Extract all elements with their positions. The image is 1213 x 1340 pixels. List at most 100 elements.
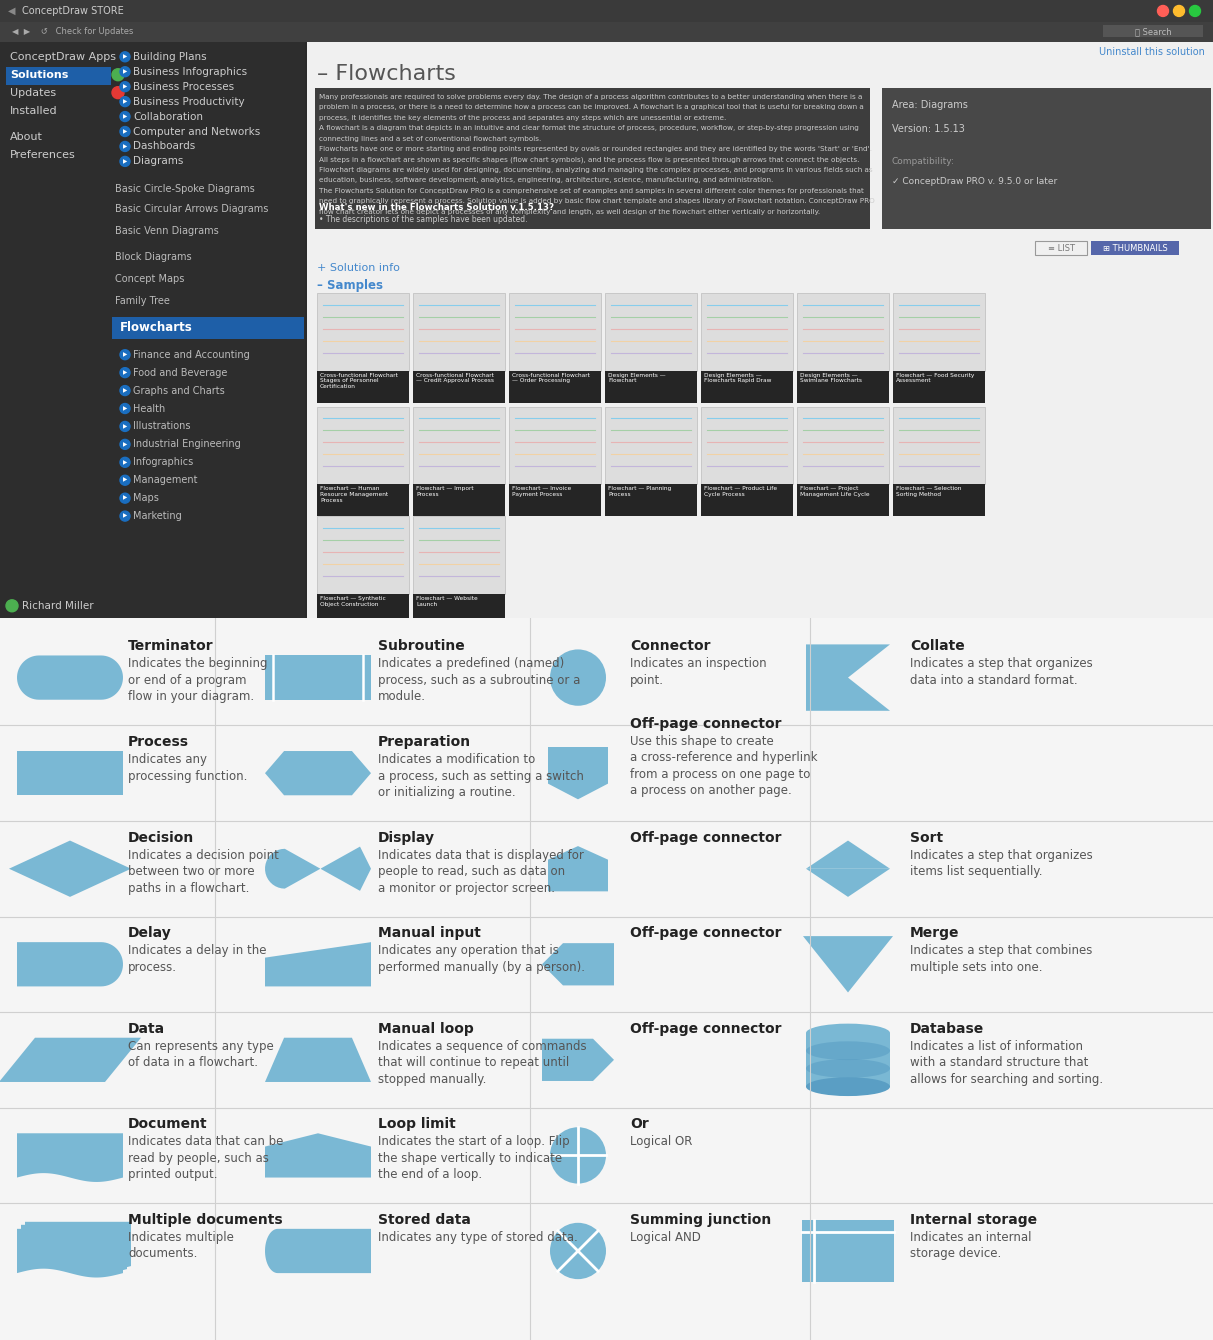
- Text: About: About: [10, 133, 42, 142]
- Circle shape: [120, 96, 130, 107]
- Circle shape: [120, 82, 130, 91]
- Text: Indicates multiple
documents.: Indicates multiple documents.: [129, 1231, 234, 1261]
- Text: ▶: ▶: [123, 143, 127, 149]
- FancyBboxPatch shape: [701, 371, 793, 402]
- Polygon shape: [805, 645, 890, 710]
- Ellipse shape: [805, 1059, 890, 1077]
- Text: Use this shape to create
a cross-reference and hyperlink
from a process on one p: Use this shape to create a cross-referen…: [630, 734, 818, 797]
- Circle shape: [120, 476, 130, 485]
- Circle shape: [120, 111, 130, 122]
- Text: problem in a process, or there is a need to determine how a process can be impro: problem in a process, or there is a need…: [319, 105, 864, 110]
- Text: Updates: Updates: [10, 87, 56, 98]
- Ellipse shape: [805, 1041, 890, 1060]
- Polygon shape: [803, 937, 893, 993]
- Text: Graphs and Charts: Graphs and Charts: [133, 386, 224, 395]
- Polygon shape: [25, 1222, 131, 1270]
- Text: Cross-functional Flowchart
— Order Processing: Cross-functional Flowchart — Order Proce…: [512, 373, 590, 383]
- FancyBboxPatch shape: [605, 371, 697, 402]
- FancyBboxPatch shape: [605, 293, 697, 371]
- FancyBboxPatch shape: [1090, 241, 1179, 255]
- FancyBboxPatch shape: [509, 293, 600, 371]
- Text: Collate: Collate: [910, 639, 964, 654]
- Text: Indicates any operation that is
performed manually (by a person).: Indicates any operation that is performe…: [378, 945, 585, 974]
- Text: Indicates a step that combines
multiple sets into one.: Indicates a step that combines multiple …: [910, 945, 1093, 974]
- Text: Off-page connector: Off-page connector: [630, 831, 781, 844]
- Text: Connector: Connector: [630, 639, 711, 654]
- Text: Concept Maps: Concept Maps: [115, 273, 184, 284]
- Text: Business Productivity: Business Productivity: [133, 96, 245, 107]
- Text: Installed: Installed: [10, 106, 58, 115]
- FancyBboxPatch shape: [882, 87, 1211, 229]
- Polygon shape: [805, 840, 890, 868]
- Text: Can represents any type
of data in a flowchart.: Can represents any type of data in a flo…: [129, 1040, 274, 1069]
- FancyBboxPatch shape: [412, 516, 505, 594]
- FancyBboxPatch shape: [605, 484, 697, 516]
- Text: Indicates a modification to
a process, such as setting a switch
or initializing : Indicates a modification to a process, s…: [378, 753, 583, 799]
- Text: Industrial Engineering: Industrial Engineering: [133, 440, 240, 449]
- Text: Maps: Maps: [133, 493, 159, 504]
- Text: Cross-functional Flowchart
Stages of Personnel
Certification: Cross-functional Flowchart Stages of Per…: [320, 373, 398, 389]
- FancyBboxPatch shape: [112, 316, 304, 339]
- Polygon shape: [264, 1037, 371, 1081]
- FancyBboxPatch shape: [412, 484, 505, 516]
- Text: Logical OR: Logical OR: [630, 1135, 693, 1148]
- Text: Basic Circle-Spoke Diagrams: Basic Circle-Spoke Diagrams: [115, 185, 255, 194]
- FancyBboxPatch shape: [797, 406, 889, 484]
- Text: Flowchart — Human
Resource Management
Process: Flowchart — Human Resource Management Pr…: [320, 486, 388, 502]
- Text: Flowchart diagrams are widely used for designing, documenting, analyzing and man: Flowchart diagrams are widely used for d…: [319, 168, 872, 173]
- Text: Sort: Sort: [910, 831, 944, 844]
- Text: Flowchart — Import
Process: Flowchart — Import Process: [416, 486, 473, 497]
- Text: Terminator: Terminator: [129, 639, 213, 654]
- Text: ✓ ConceptDraw PRO v. 9.5.0 or later: ✓ ConceptDraw PRO v. 9.5.0 or later: [892, 177, 1058, 186]
- Text: ◀: ◀: [8, 5, 16, 16]
- Polygon shape: [264, 1229, 371, 1273]
- Text: ▶: ▶: [123, 423, 127, 429]
- Circle shape: [120, 403, 130, 414]
- Polygon shape: [17, 655, 123, 699]
- Text: Indicates the start of a loop. Flip
the shape vertically to indicate
the end of : Indicates the start of a loop. Flip the …: [378, 1135, 570, 1182]
- FancyBboxPatch shape: [509, 406, 600, 484]
- Polygon shape: [8, 840, 131, 896]
- Text: Business Infographics: Business Infographics: [133, 67, 247, 76]
- Text: Design Elements —
Swimlane Flowcharts: Design Elements — Swimlane Flowcharts: [801, 373, 862, 383]
- FancyBboxPatch shape: [797, 484, 889, 516]
- FancyBboxPatch shape: [701, 293, 793, 371]
- Text: Computer and Networks: Computer and Networks: [133, 126, 261, 137]
- Text: Solutions: Solutions: [10, 70, 68, 79]
- Text: Dashboards: Dashboards: [133, 142, 195, 151]
- Text: need to graphically represent a process. Solution value is added by basic flow c: need to graphically represent a process.…: [319, 198, 875, 204]
- Text: Area: Diagrams: Area: Diagrams: [892, 99, 968, 110]
- Circle shape: [549, 650, 606, 706]
- Text: ▶: ▶: [123, 55, 127, 59]
- Circle shape: [120, 493, 130, 502]
- Text: Design Elements —
Flowcharts Rapid Draw: Design Elements — Flowcharts Rapid Draw: [704, 373, 771, 383]
- Text: ▶: ▶: [123, 370, 127, 375]
- Text: ConceptDraw STORE: ConceptDraw STORE: [22, 5, 124, 16]
- Text: Indicates a predefined (named)
process, such as a subroutine or a
module.: Indicates a predefined (named) process, …: [378, 658, 580, 704]
- Text: Collaboration: Collaboration: [133, 111, 203, 122]
- Text: A flowchart is a diagram that depicts in an intuitive and clear format the struc: A flowchart is a diagram that depicts in…: [319, 125, 859, 131]
- Text: Flowchart — Product Life
Cycle Process: Flowchart — Product Life Cycle Process: [704, 486, 778, 497]
- Text: Or: Or: [630, 1118, 649, 1131]
- Text: Family Tree: Family Tree: [115, 296, 170, 306]
- Circle shape: [112, 87, 124, 99]
- Text: flow chart creator lets one depict a processes of any complexity and length, as : flow chart creator lets one depict a pro…: [319, 209, 820, 214]
- Text: Off-page connector: Off-page connector: [630, 926, 781, 941]
- Circle shape: [120, 422, 130, 431]
- Text: Flowchart — Website
Launch: Flowchart — Website Launch: [416, 596, 478, 607]
- FancyBboxPatch shape: [605, 406, 697, 484]
- Polygon shape: [266, 847, 371, 891]
- FancyBboxPatch shape: [317, 484, 409, 516]
- Text: Flowchart — Food Security
Assessment: Flowchart — Food Security Assessment: [896, 373, 974, 383]
- Circle shape: [120, 367, 130, 378]
- FancyBboxPatch shape: [317, 406, 409, 484]
- Polygon shape: [264, 1134, 371, 1178]
- Text: Stored data: Stored data: [378, 1213, 471, 1227]
- Polygon shape: [542, 943, 614, 985]
- Text: Flowchart — Invoice
Payment Process: Flowchart — Invoice Payment Process: [512, 486, 571, 497]
- FancyBboxPatch shape: [893, 371, 985, 402]
- Text: ConceptDraw Apps: ConceptDraw Apps: [10, 52, 116, 62]
- Text: Flowchart — Planning
Process: Flowchart — Planning Process: [608, 486, 671, 497]
- Text: Design Elements —
Flowchart: Design Elements — Flowchart: [608, 373, 666, 383]
- Text: Indicates data that can be
read by people, such as
printed output.: Indicates data that can be read by peopl…: [129, 1135, 284, 1182]
